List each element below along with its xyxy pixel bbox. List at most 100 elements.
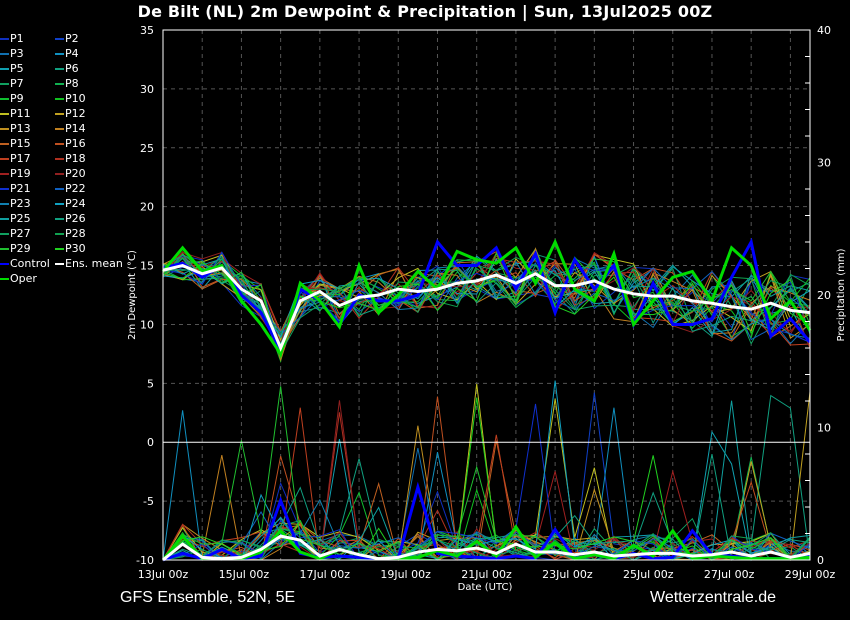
legend-label: P9 (10, 92, 24, 105)
y-tick-label: 10 (140, 318, 154, 331)
legend-item: P28 (55, 227, 86, 241)
oper-dewpoint-line (161, 238, 812, 358)
legend-line-icon (0, 278, 9, 280)
x-axis-label: Date (UTC) (457, 582, 513, 593)
member-precip-line (162, 391, 811, 561)
legend-label: P22 (65, 182, 86, 195)
legend-line-icon (0, 113, 9, 115)
legend-line-icon (0, 233, 9, 235)
legend-line-icon (55, 233, 64, 235)
legend-line-icon (55, 38, 64, 40)
legend-item: P24 (55, 197, 86, 211)
legend-item: P19 (0, 167, 31, 181)
legend-label: P28 (65, 227, 86, 240)
y2-tick-label: 30 (817, 157, 831, 170)
mean-precip-line (162, 534, 811, 562)
y2-tick-label: 20 (817, 289, 831, 302)
member-dewpoint-line (162, 256, 811, 355)
y2-tick-label: 10 (817, 422, 831, 435)
legend-item: P13 (0, 122, 31, 136)
legend-label: P29 (10, 242, 31, 255)
y-tick-label: 35 (140, 24, 154, 37)
legend-item: P12 (55, 107, 86, 121)
legend-line-icon (0, 248, 9, 250)
legend-line-icon (55, 128, 64, 130)
legend-label: Control (10, 257, 50, 270)
legend-item: P18 (55, 152, 86, 166)
legend-item: P2 (55, 32, 79, 46)
legend-line-icon (0, 218, 9, 220)
member-precip-line (162, 397, 811, 561)
legend-line-icon (0, 173, 9, 175)
legend-label: P25 (10, 212, 31, 225)
x-tick-label: 29Jul 00z (785, 568, 836, 581)
y-tick-label: 30 (140, 83, 154, 96)
legend-item: P6 (55, 62, 79, 76)
legend-label: P13 (10, 122, 31, 135)
legend-label: P1 (10, 32, 24, 45)
legend-line-icon (55, 83, 64, 85)
plot-frame (162, 29, 811, 561)
legend-item: Oper (0, 272, 37, 286)
legend-item: P14 (55, 122, 86, 136)
legend-item: P23 (0, 197, 31, 211)
legend-item: P25 (0, 212, 31, 226)
y2-tick-label: 0 (817, 554, 824, 567)
legend-line-icon (55, 53, 64, 55)
legend-label: P18 (65, 152, 86, 165)
legend-line-icon (0, 188, 9, 190)
legend-label: P20 (65, 167, 86, 180)
x-tick-label: 15Jul 00z (219, 568, 270, 581)
legend-item: P11 (0, 107, 31, 121)
x-tick-label: 17Jul 00z (299, 568, 350, 581)
member-precip-line (162, 453, 811, 562)
y2-axis-label: Precipitation (mm) (836, 248, 847, 341)
control-precip-line (162, 481, 811, 562)
legend-item: P5 (0, 62, 24, 76)
legend-label: P4 (65, 47, 79, 60)
legend-line-icon (55, 68, 64, 70)
y-tick-label: 0 (147, 436, 154, 449)
legend-label: P2 (65, 32, 79, 45)
legend-label: Oper (10, 272, 37, 285)
legend-item: P10 (55, 92, 86, 106)
mean-dewpoint-line (162, 263, 811, 352)
legend-label: Ens. mean (65, 257, 123, 270)
y-axis-label: 2m Dewpoint (°C) (127, 250, 138, 340)
legend-label: P6 (65, 62, 79, 75)
y-tick-label: -5 (143, 495, 154, 508)
legend-line-icon (0, 143, 9, 145)
y-tick-label: 20 (140, 201, 154, 214)
legend-item: Control (0, 257, 50, 271)
legend-item: P15 (0, 137, 31, 151)
legend-label: P21 (10, 182, 31, 195)
legend-item: P16 (55, 137, 86, 151)
legend-label: P8 (65, 77, 79, 90)
legend-line-icon (0, 263, 9, 265)
y-tick-label: 25 (140, 142, 154, 155)
legend-item: P3 (0, 47, 24, 61)
legend-line-icon (0, 68, 9, 70)
legend-label: P11 (10, 107, 31, 120)
legend-line-icon (55, 143, 64, 145)
legend-label: P17 (10, 152, 31, 165)
x-tick-label: 19Jul 00z (380, 568, 431, 581)
legend-line-icon (0, 38, 9, 40)
legend-item: P29 (0, 242, 31, 256)
legend-item: P20 (55, 167, 86, 181)
legend-line-icon (0, 53, 9, 55)
y-tick-label: -10 (136, 554, 154, 567)
legend-label: P23 (10, 197, 31, 210)
legend-line-icon (0, 98, 9, 100)
legend-item: P21 (0, 182, 31, 196)
legend-item: P1 (0, 32, 24, 46)
legend-item: P9 (0, 92, 24, 106)
y-tick-label: 15 (140, 260, 154, 273)
source-label: Wetterzentrale.de (650, 589, 776, 606)
legend-line-icon (55, 248, 64, 250)
legend-line-icon (55, 158, 64, 160)
y2-tick-label: 40 (817, 24, 831, 37)
main-lines (161, 237, 812, 562)
